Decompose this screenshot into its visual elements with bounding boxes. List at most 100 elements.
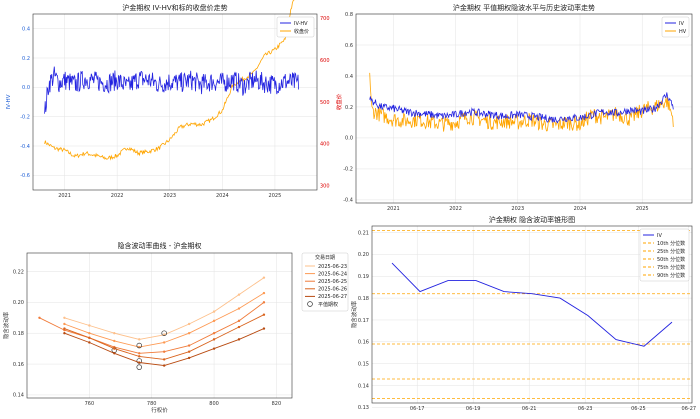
x-tick-label: 2021 [387,206,400,212]
smile-point [63,332,66,335]
x-tick-label: 2024 [216,193,229,199]
legend-entry: 25th 分位数 [657,248,685,255]
y-tick-label: -0.2 [343,167,353,173]
y-tick-label: 0.17 [358,318,369,324]
atm-marker [136,364,142,370]
chart-iv-hv-price: 沪金期权 IV-HV和标的收盘价走势 -0.6 -0.4 -0.2 0.0 0.2 0.4 3… [6,0,343,199]
x-tick-label: 06-25 [631,406,646,412]
smile-point [262,313,266,316]
legend-entry: 90th 分位数 [657,272,685,279]
plot-frame [355,13,693,204]
y-tick-label: 0.14 [358,383,369,389]
y-tick-label: 0.22 [13,269,24,275]
smile-point [212,319,216,323]
smile-point [113,347,116,350]
smile-point [187,344,191,347]
x-tick-label: 06-17 [410,406,425,412]
y-tick-label: 0.4 [22,26,30,32]
y-tick-label: 0.20 [13,300,24,306]
chart-title: 沪金期权 隐含波动率锥形图 [489,215,575,224]
smile-point [138,355,141,358]
smile-point [63,322,66,326]
x-tick-label: 2023 [163,193,176,199]
smile-point [138,352,141,355]
x-tick-label: 780 [147,401,157,407]
smile-point [237,325,241,329]
legend-frame [276,16,315,38]
y-axis-label: IV-HV [6,94,12,109]
legend-entry: 2025-06-27 [318,294,347,300]
series-hv-line [369,72,674,132]
y-tick-label: 0.16 [358,340,369,346]
y2-tick-label: 700 [320,16,330,22]
legend-entry: IV-HV [294,21,308,27]
y-tick-label: 0.16 [13,362,24,368]
plot-frame [371,225,693,404]
legend-frame [661,16,690,38]
x-tick-label: 2021 [58,193,71,199]
smile-point [113,352,116,355]
y2-tick-label: 300 [320,184,330,190]
y-tick-label: 0.18 [13,331,24,337]
x-tick-label: 2025 [269,193,282,199]
smile-point [237,293,241,296]
y-tick-label: -0.4 [343,198,353,204]
x-tick-label: 2022 [449,206,462,212]
smile-point [262,301,266,304]
x-tick-label: 2022 [111,193,124,199]
y2-tick-label: 500 [320,100,330,106]
y2-tick-label: 600 [320,58,330,64]
series-iv-line [369,92,674,124]
smile-point [88,324,91,327]
series-close-price-line [44,0,295,161]
smile-point [187,322,191,326]
y-tick-label: 0.2 [345,105,353,111]
smile-point [262,291,266,295]
smile-point [237,338,241,341]
x-axis-label: 行权价 [151,406,168,414]
legend-entry: 50th 分位数 [657,256,685,263]
legend-entry: IV [657,233,662,239]
smile-point [138,361,141,364]
legend-entry: 2025-06-26 [318,287,347,293]
x-tick-label: 06-21 [522,406,537,412]
smile-point [88,341,91,344]
smile-point [63,316,66,319]
smile-point [212,332,216,335]
smile-point [237,319,241,323]
chart-iv-cone: 沪金期权 隐含波动率锥形图 0.13 0.14 0.15 0.16 0.17 0.18 0.1… [350,215,696,412]
legend-entry: 收盘价 [294,28,309,35]
smile-point [162,364,166,367]
legend-entry: 75th 分位数 [657,264,685,271]
legend-entry: 2025-06-24 [318,271,347,277]
y2-tick-label: 400 [320,142,330,148]
smile-point [212,338,216,341]
x-tick-label: 06-23 [578,406,593,412]
smile-line-2025-06-24 [64,292,265,348]
y-tick-label: 0.15 [358,361,369,367]
legend-atm-swatch [307,301,313,307]
y-tick-label: 0.6 [345,43,353,49]
legend-entry: IV [679,21,684,27]
smile-line-2025-06-25 [39,302,265,354]
smile-point [212,310,216,313]
y-tick-label: 0.20 [358,252,369,258]
chart-title: 沪金期权 平值期权隐波水平与历史波动率走势 [453,3,595,12]
x-tick-label: 820 [272,401,282,407]
smile-point [237,307,241,310]
smile-point [38,316,41,319]
x-tick-label: 760 [85,401,95,407]
y-tick-label: 0.14 [13,393,24,399]
smile-point [162,350,166,353]
y-tick-label: 0.0 [345,136,353,142]
plot-frame [26,252,293,399]
x-tick-label: 2025 [636,206,649,212]
x-tick-label: 2023 [511,206,524,212]
chart-iv-hv-levels: 沪金期权 平值期权隐波水平与历史波动率走势 -0.4 -0.2 0.0 0.2 0.4 0.… [343,3,693,212]
smile-point [113,332,116,335]
legend-entry: 平值期权 [318,301,338,308]
y-tick-label: -0.4 [20,144,30,150]
y-tick-label: 0.19 [358,274,369,280]
legend-entry: 10th 分位数 [657,240,685,247]
